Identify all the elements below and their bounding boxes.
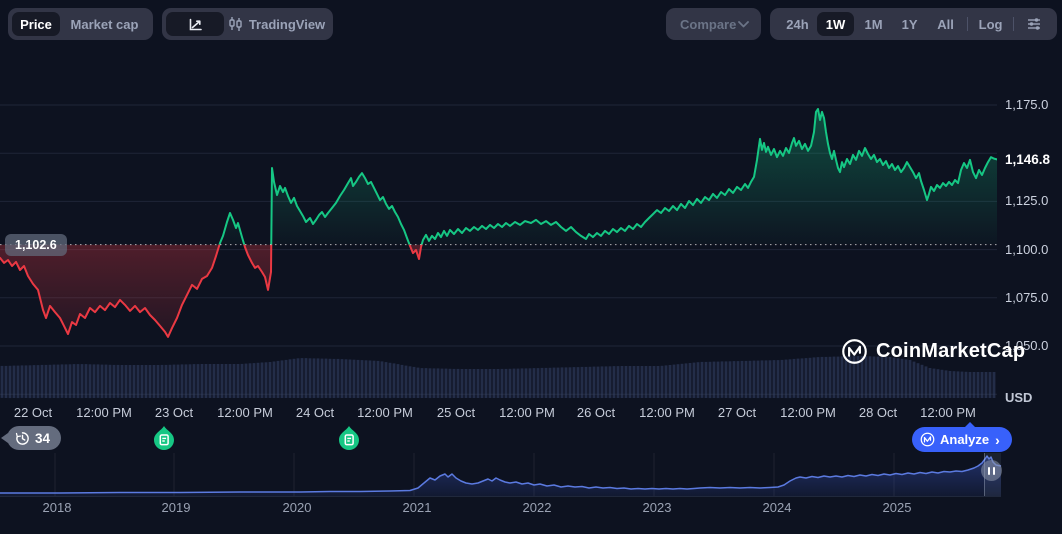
time-tick-label: 12:00 PM	[499, 405, 555, 420]
year-tick-label: 2024	[762, 500, 792, 515]
coinmarketcap-logo-icon	[920, 432, 935, 447]
year-tick-label: 2018	[42, 500, 72, 515]
price-tick-label: 1,050.0	[1005, 338, 1049, 353]
line-chart-style-button[interactable]	[166, 12, 224, 36]
price-tick-label: 1,125.0	[1005, 193, 1049, 209]
navigator-range-handle[interactable]	[981, 460, 1002, 481]
time-tick-label: 28 Oct	[858, 405, 898, 420]
current-price-badge: 1,146.8	[1004, 151, 1051, 167]
chart-type-toggle: Price Market cap	[8, 8, 153, 40]
price-tick-label: 1,075.0	[1005, 289, 1049, 305]
year-tick-label: 2025	[882, 500, 912, 515]
year-tick-label: 2020	[282, 500, 312, 515]
market-cap-tab[interactable]: Market cap	[70, 16, 139, 32]
candlestick-icon	[228, 16, 243, 32]
chart-style-toggle: TradingView	[162, 8, 333, 40]
tradingview-style-button[interactable]: TradingView	[224, 12, 329, 36]
time-tick-label: 12:00 PM	[920, 405, 976, 420]
open-price-label: 1,102.6	[5, 233, 67, 256]
price-tick-label: 1,100.0	[1005, 241, 1049, 257]
compare-button[interactable]: Compare	[666, 8, 761, 40]
clock-history-icon	[15, 431, 30, 446]
time-tick-label: 26 Oct	[576, 405, 616, 420]
toolbar-divider	[1013, 17, 1014, 31]
range-1w-button[interactable]: 1W	[816, 12, 855, 36]
time-tick-label: 12:00 PM	[217, 405, 273, 420]
chart-settings-button[interactable]	[1016, 12, 1053, 36]
chevron-right-icon: ›	[995, 431, 1000, 448]
coinmarketcap-watermark: CoinMarketCap	[841, 338, 1025, 365]
range-24h-button[interactable]: 24h	[786, 16, 809, 32]
range-1y-button[interactable]: 1Y	[901, 16, 918, 32]
time-tick-label: 24 Oct	[295, 405, 335, 420]
time-tick-label: 12:00 PM	[357, 405, 413, 420]
range-1m-button[interactable]: 1M	[864, 16, 883, 32]
time-tick-label: 27 Oct	[717, 405, 757, 420]
analyze-label: Analyze	[940, 432, 990, 447]
year-tick-label: 2023	[642, 500, 672, 515]
price-tab[interactable]: Price	[12, 12, 60, 36]
toolbar-divider	[967, 17, 969, 31]
log-scale-button[interactable]: Log	[978, 16, 1003, 32]
currency-unit-label: USD	[1005, 390, 1033, 405]
coinmarketcap-logo-icon	[841, 338, 868, 365]
analyze-button[interactable]: Analyze ›	[912, 422, 1012, 452]
range-toolbar: 24h 1W 1M 1Y All Log	[770, 8, 1057, 40]
sliders-icon	[1026, 16, 1042, 32]
history-events-button[interactable]: 34	[0, 426, 62, 450]
range-all-button[interactable]: All	[937, 16, 954, 32]
tradingview-label: TradingView	[248, 16, 326, 32]
year-tick-label: 2021	[402, 500, 432, 515]
time-tick-label: 12:00 PM	[639, 405, 695, 420]
time-tick-label: 22 Oct	[13, 405, 53, 420]
year-tick-label: 2019	[161, 500, 191, 515]
time-tick-label: 25 Oct	[436, 405, 476, 420]
price-tick-label: 1,175.0	[1005, 97, 1049, 112]
compare-label: Compare	[680, 16, 737, 32]
chevron-down-icon	[738, 20, 749, 28]
time-tick-label: 23 Oct	[154, 405, 194, 420]
year-tick-label: 2022	[522, 500, 552, 515]
time-tick-label: 12:00 PM	[780, 405, 836, 420]
news-event-marker[interactable]	[338, 425, 360, 451]
watermark-brand: CoinMarketCap	[876, 340, 1026, 362]
history-count: 34	[35, 430, 51, 446]
news-event-marker[interactable]	[153, 425, 175, 451]
time-tick-label: 12:00 PM	[76, 405, 132, 420]
line-chart-icon	[187, 16, 204, 33]
